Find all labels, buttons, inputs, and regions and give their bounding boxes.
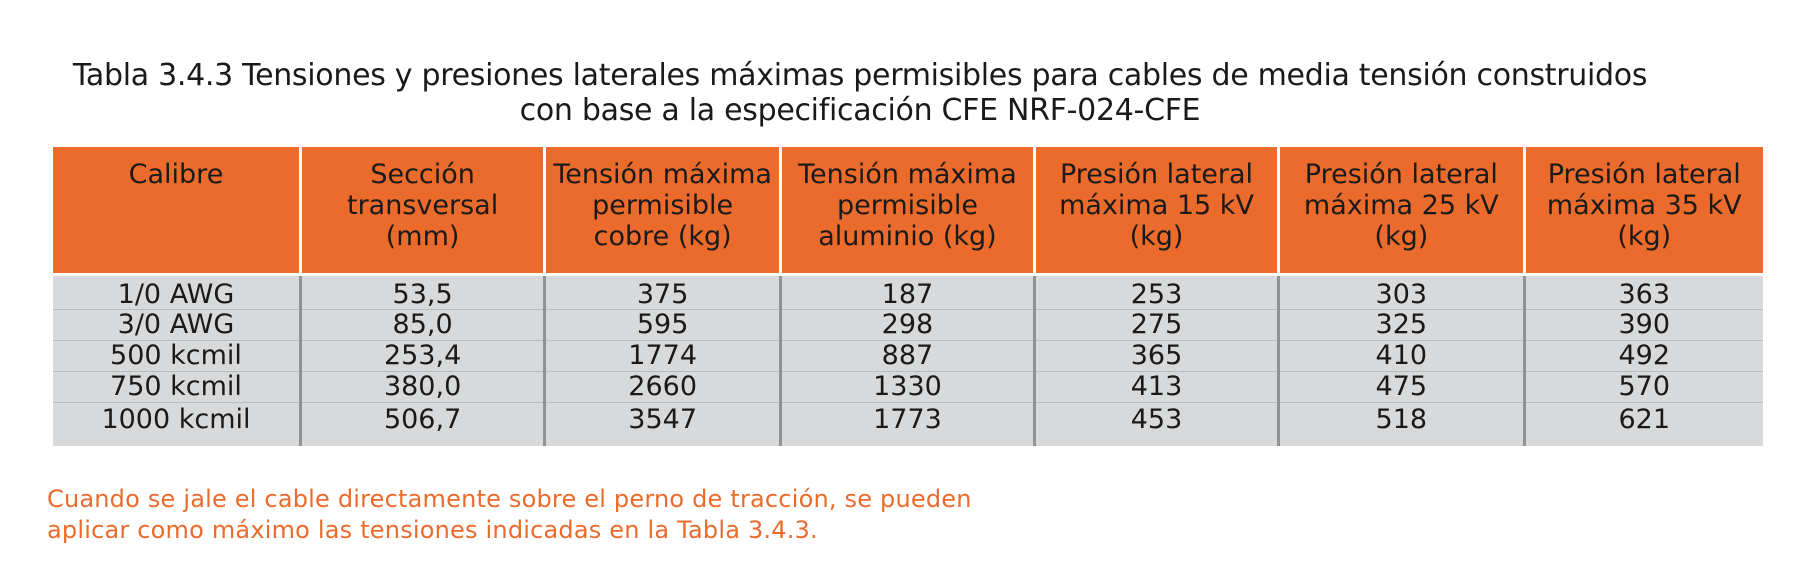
table-cell: 375 <box>543 274 781 310</box>
table-cell: 390 <box>1522 309 1763 341</box>
table-title-line-2: con base a la especificación CFE NRF-024… <box>519 93 1201 128</box>
table-cell: 410 <box>1277 340 1524 372</box>
table-cell: 1/0 AWG <box>53 274 301 310</box>
table-header-row: Calibre Sección transversal (mm) Tensión… <box>53 147 1763 276</box>
table-cell: 506,7 <box>298 402 545 446</box>
table-cell: 380,0 <box>298 371 545 403</box>
table-cell: 275 <box>1032 309 1279 341</box>
footnote-line-1: Cuando se jale el cable directamente sob… <box>47 485 972 513</box>
table-cell: 53,5 <box>298 274 545 310</box>
table-cell: 1000 kcmil <box>53 402 301 446</box>
table-cell: 365 <box>1032 340 1279 372</box>
table-cell: 887 <box>779 340 1035 372</box>
table-cell: 253,4 <box>298 340 545 372</box>
table-cell: 413 <box>1032 371 1279 403</box>
table-cell: 363 <box>1522 274 1763 310</box>
table-cell: 3547 <box>543 402 781 446</box>
table-cell: 187 <box>779 274 1035 310</box>
footnote: Cuando se jale el cable directamente sob… <box>47 484 972 546</box>
table-cell: 621 <box>1522 402 1763 446</box>
table-cell: 2660 <box>543 371 781 403</box>
table-cell: 595 <box>543 309 781 341</box>
cable-tension-table: Calibre Sección transversal (mm) Tensión… <box>53 147 1763 446</box>
table-cell: 1774 <box>543 340 781 372</box>
table-cell: 85,0 <box>298 309 545 341</box>
table-row: 500 kcmil 253,4 1774 887 365 410 492 <box>53 340 1763 372</box>
table-cell: 3/0 AWG <box>53 309 301 341</box>
header-presion-35kv: Presión lateral máxima 35 kV (kg) <box>1522 147 1763 276</box>
header-tension-aluminio: Tensión máxima permisible aluminio (kg) <box>779 147 1036 276</box>
table-cell: 1330 <box>779 371 1035 403</box>
table-cell: 518 <box>1277 402 1524 446</box>
table-cell: 453 <box>1032 402 1279 446</box>
header-presion-15kv: Presión lateral máxima 15 kV (kg) <box>1032 147 1281 276</box>
table-cell: 570 <box>1522 371 1763 403</box>
table-cell: 1773 <box>779 402 1035 446</box>
table-cell: 500 kcmil <box>53 340 301 372</box>
header-presion-25kv: Presión lateral máxima 25 kV (kg) <box>1277 147 1526 276</box>
table-cell: 492 <box>1522 340 1763 372</box>
header-seccion-transversal: Sección transversal (mm) <box>298 147 547 276</box>
header-calibre: Calibre <box>53 147 302 276</box>
table-cell: 298 <box>779 309 1035 341</box>
footnote-line-2: aplicar como máximo las tensiones indica… <box>47 516 818 544</box>
table-cell: 303 <box>1277 274 1524 310</box>
table-title: Tabla 3.4.3 Tensiones y presiones latera… <box>0 58 1720 128</box>
table-row: 3/0 AWG 85,0 595 298 275 325 390 <box>53 309 1763 341</box>
table-row: 1000 kcmil 506,7 3547 1773 453 518 621 <box>53 402 1763 446</box>
table-row: 750 kcmil 380,0 2660 1330 413 475 570 <box>53 371 1763 403</box>
table-title-line-1: Tabla 3.4.3 Tensiones y presiones latera… <box>72 58 1648 93</box>
header-tension-cobre: Tensión máxima permisible cobre (kg) <box>543 147 783 276</box>
table-cell: 253 <box>1032 274 1279 310</box>
table-cell: 475 <box>1277 371 1524 403</box>
table-row: 1/0 AWG 53,5 375 187 253 303 363 <box>53 274 1763 310</box>
table-cell: 750 kcmil <box>53 371 301 403</box>
table-cell: 325 <box>1277 309 1524 341</box>
